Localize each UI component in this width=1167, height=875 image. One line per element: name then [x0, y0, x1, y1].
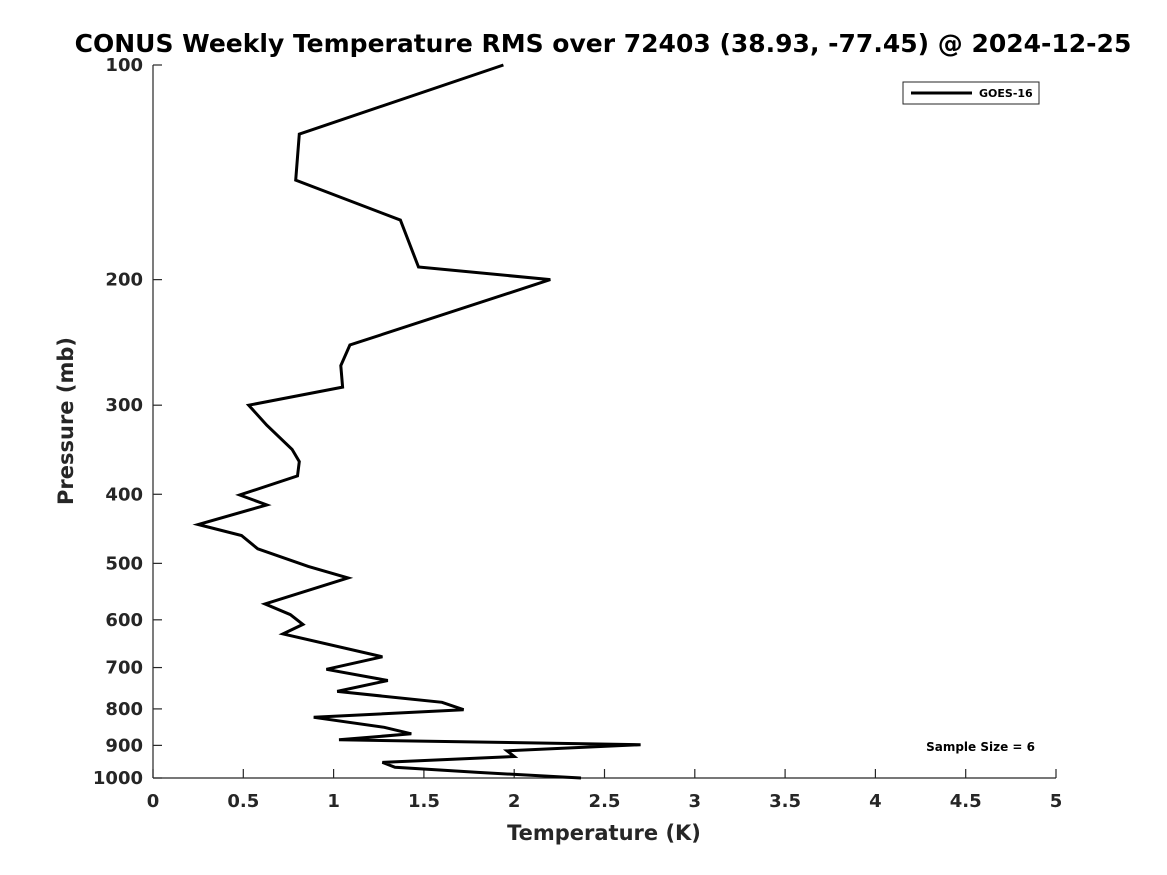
sample-size-annotation: Sample Size = 6: [926, 740, 1035, 754]
y-tick-label: 900: [105, 735, 143, 756]
y-tick-label: 600: [105, 610, 143, 631]
y-tick-label: 200: [105, 270, 143, 291]
x-tick-label: 5: [1050, 791, 1063, 812]
y-tick-label: 1000: [93, 768, 143, 789]
x-tick-label: 2.5: [589, 791, 621, 812]
x-tick-label: 1.5: [408, 791, 440, 812]
y-tick-label: 500: [105, 553, 143, 574]
y-tick-label: 800: [105, 699, 143, 720]
x-tick-label: 2: [508, 791, 521, 812]
x-tick-label: 1: [327, 791, 340, 812]
y-tick-label: 300: [105, 395, 143, 416]
legend: GOES-16: [902, 81, 1040, 105]
x-axis-ticks: 0 0.5 1 1.5 2 2.5 3 3.5 4 4.5 5: [147, 769, 1063, 812]
chart-title: CONUS Weekly Temperature RMS over 72403 …: [75, 29, 1132, 58]
legend-entry-goes-16: GOES-16: [979, 87, 1033, 100]
x-tick-label: 3: [689, 791, 702, 812]
y-axis-ticks: 100 200 300 400 500 600 700 800 900 1000: [93, 55, 162, 789]
y-tick-label: 400: [105, 484, 143, 505]
x-axis-label: Temperature (K): [507, 821, 701, 845]
x-tick-label: 3.5: [769, 791, 801, 812]
series-layer: [192, 63, 641, 780]
y-axis-label: Pressure (mb): [54, 337, 78, 505]
x-tick-label: 0.5: [227, 791, 259, 812]
x-tick-label: 4: [869, 791, 882, 812]
x-tick-label: 0: [147, 791, 160, 812]
x-tick-label: 4.5: [950, 791, 982, 812]
series-line: [192, 63, 641, 780]
y-tick-label: 700: [105, 658, 143, 679]
y-tick-label: 100: [105, 55, 143, 76]
